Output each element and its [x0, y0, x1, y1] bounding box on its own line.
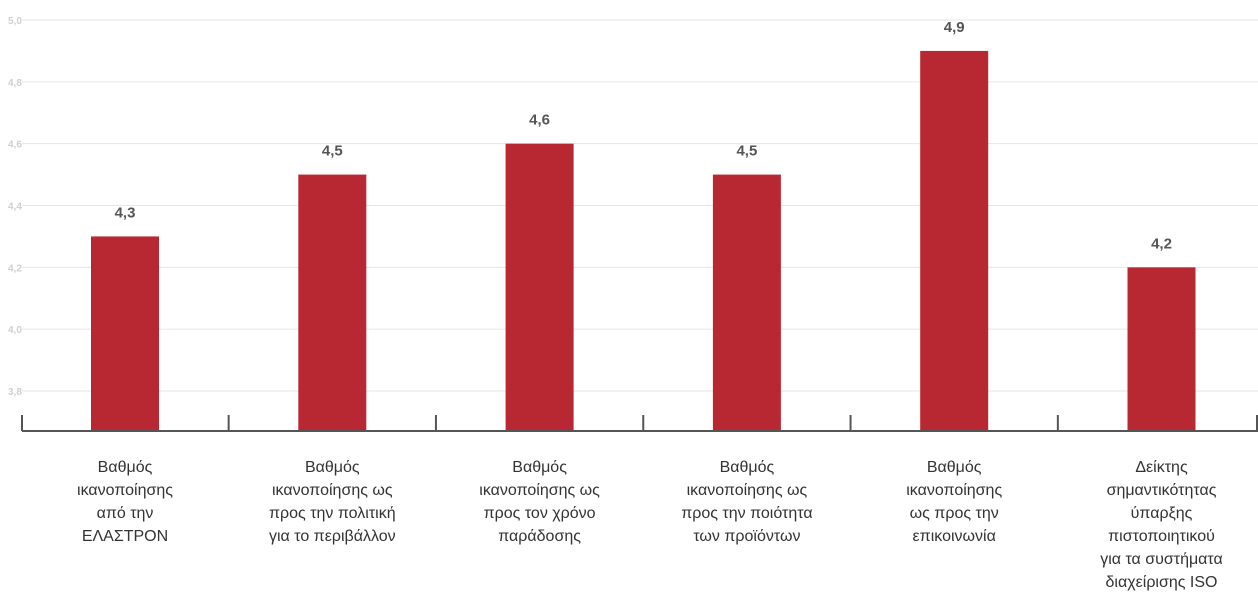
y-tick-label: 5,0: [8, 16, 22, 27]
y-tick-label: 4,0: [8, 325, 22, 336]
category-label: Βαθμός ικανοποίησης ως προς την επικοινω…: [906, 459, 1003, 545]
category-label: Βαθμός ικανοποίησης από την ΕΛΑΣΤΡΟΝ: [77, 459, 173, 545]
category-label: Δείκτης σημαντικότητας ύπαρξης πιστοποιη…: [1100, 459, 1223, 591]
data-label: 4,5: [322, 143, 343, 160]
y-axis-ticks: 5,0 4,8 4,6 4,4 4,2 4,0 3,8: [8, 16, 22, 398]
y-tick-label: 4,4: [8, 202, 22, 213]
y-tick-label: 4,2: [8, 263, 22, 274]
category-label: Βαθμός ικανοποίησης ως προς την πολιτική…: [268, 459, 396, 545]
category-label: Βαθμός ικανοποίησης ως προς τον χρόνο πα…: [479, 459, 600, 545]
y-tick-label: 3,8: [8, 387, 22, 398]
data-label: 4,9: [944, 19, 965, 36]
y-tick-label: 4,6: [8, 140, 22, 151]
bar: [505, 143, 574, 431]
data-label: 4,2: [1151, 235, 1172, 252]
bar: [298, 174, 367, 432]
y-tick-label: 4,8: [8, 78, 22, 89]
data-label: 4,3: [115, 204, 136, 221]
bars: [91, 50, 1196, 432]
x-axis: [21, 415, 1258, 432]
data-label: 4,6: [529, 112, 550, 129]
data-labels: 4,3 4,5 4,6 4,5 4,9 4,2: [115, 19, 1172, 252]
bar: [920, 50, 989, 432]
bar: [712, 174, 781, 432]
gridlines: [22, 19, 1258, 392]
bar: [1127, 267, 1196, 431]
bar: [91, 236, 159, 431]
category-label: Βαθμός ικανοποίησης ως προς την ποιότητα…: [681, 459, 813, 545]
data-label: 4,5: [736, 143, 757, 160]
